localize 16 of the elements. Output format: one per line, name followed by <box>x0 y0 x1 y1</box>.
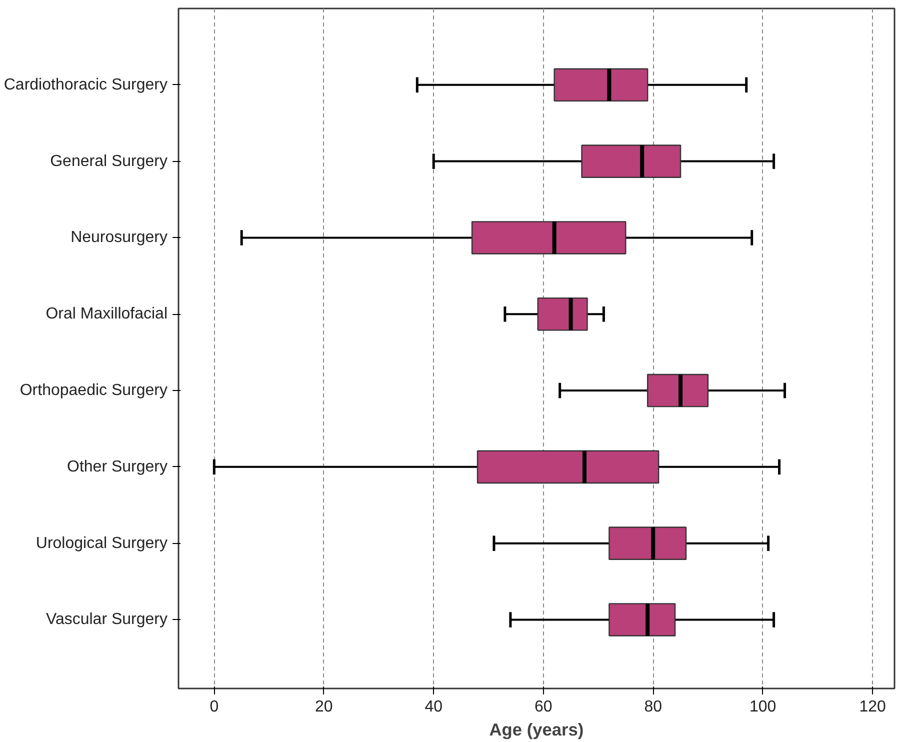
x-tick-label: 20 <box>314 698 333 716</box>
y-tick-label: General Surgery <box>50 152 168 170</box>
y-tick-label: Oral Maxillofacial <box>46 306 168 323</box>
x-tick-label: 60 <box>534 698 552 716</box>
x-tick-label: 80 <box>644 698 662 716</box>
y-tick-label: Vascular Surgery <box>46 611 168 628</box>
x-tick-label: 120 <box>859 698 886 716</box>
x-tick-label: 0 <box>210 698 219 716</box>
y-tick-label: Orthopaedic Surgery <box>20 382 168 400</box>
y-tick-label: Neurosurgery <box>70 229 168 246</box>
x-tick-label: 100 <box>749 698 776 716</box>
y-tick-label: Cardiothoracic Surgery <box>4 76 168 94</box>
x-axis-title: Age (years) <box>489 720 584 740</box>
y-tick-label: Other Surgery <box>67 458 168 476</box>
y-tick-label: Urological Surgery <box>36 534 168 552</box>
x-tick-label: 40 <box>424 698 443 716</box>
